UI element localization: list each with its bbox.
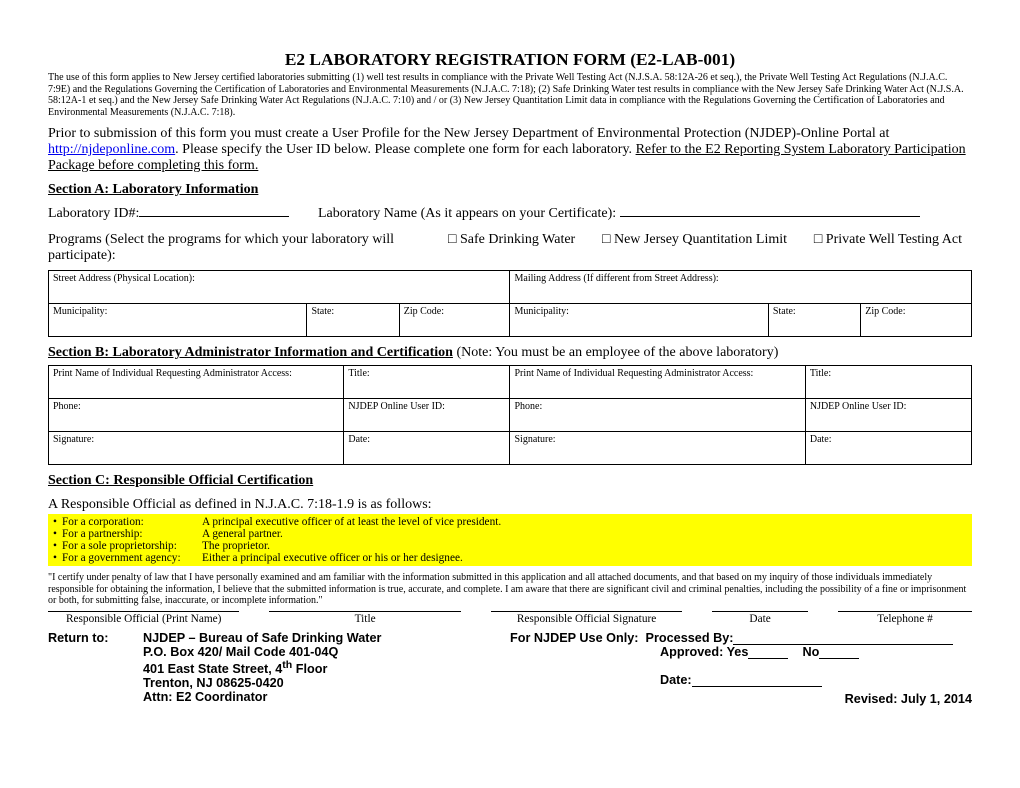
return-l3-pre: 401 East State Street, 4: [143, 662, 282, 676]
return-l4: Trenton, NJ 08625-0420: [143, 676, 510, 690]
state-cell-2[interactable]: State:: [768, 304, 860, 337]
program-pwta-checkbox[interactable]: □ Private Well Testing Act: [814, 232, 962, 264]
def-type: For a government agency:: [62, 552, 202, 564]
return-l3: 401 East State Street, 4th Floor: [143, 659, 510, 676]
admin-title-2[interactable]: Title:: [805, 366, 971, 399]
admin-phone-1[interactable]: Phone:: [49, 399, 344, 432]
admin-sig-2[interactable]: Signature:: [510, 432, 805, 465]
sig-signature[interactable]: Responsible Official Signature: [491, 611, 682, 625]
def-row: • For a corporation: A principal executi…: [48, 516, 972, 528]
admin-userid-2[interactable]: NJDEP Online User ID:: [805, 399, 971, 432]
form-title: E2 LABORATORY REGISTRATION FORM (E2-LAB-…: [48, 50, 972, 70]
lab-name-field: Laboratory Name (As it appears on your C…: [318, 206, 972, 222]
bullet-icon: •: [48, 516, 62, 528]
zip-cell-2[interactable]: Zip Code:: [861, 304, 972, 337]
section-a-header: Section A: Laboratory Information: [48, 182, 972, 198]
def-row: • For a government agency: Either a prin…: [48, 552, 972, 564]
program-njql-checkbox[interactable]: □ New Jersey Quantitation Limit: [602, 232, 787, 264]
sig-title[interactable]: Title: [269, 611, 460, 625]
return-l2: P.O. Box 420/ Mail Code 401-04Q: [143, 645, 510, 659]
section-c-header: Section C: Responsible Official Certific…: [48, 473, 972, 489]
admin-phone-2[interactable]: Phone:: [510, 399, 805, 432]
zip-cell-1[interactable]: Zip Code:: [399, 304, 510, 337]
bullet-icon: •: [48, 540, 62, 552]
return-l1: NJDEP – Bureau of Safe Drinking Water: [143, 631, 510, 645]
state-cell-1[interactable]: State:: [307, 304, 399, 337]
lab-id-label: Laboratory ID#:: [48, 206, 139, 221]
address-table: Street Address (Physical Location): Mail…: [48, 270, 972, 337]
approved-label: Approved: Yes: [660, 645, 748, 659]
instruction-post: . Please specify the User ID below. Plea…: [175, 142, 635, 157]
return-l3-post: Floor: [292, 662, 327, 676]
section-b-note: (Note: You must be an employee of the ab…: [453, 345, 778, 360]
section-b-header: Section B: Laboratory Administrator Info…: [48, 345, 453, 360]
def-row: • For a sole proprietorship: The proprie…: [48, 540, 972, 552]
section-b-header-row: Section B: Laboratory Administrator Info…: [48, 345, 972, 361]
bullet-icon: •: [48, 528, 62, 540]
admin-date-1[interactable]: Date:: [344, 432, 510, 465]
admin-name-1[interactable]: Print Name of Individual Requesting Admi…: [49, 366, 344, 399]
return-l3-sup: th: [282, 659, 292, 671]
lab-id-field: Laboratory ID#:: [48, 206, 318, 222]
return-to-label: Return to:: [48, 631, 143, 704]
def-desc: A general partner.: [202, 528, 283, 540]
def-type: For a sole proprietorship:: [62, 540, 202, 552]
sig-date[interactable]: Date: [712, 611, 808, 625]
program-sdw-checkbox[interactable]: □ Safe Drinking Water: [448, 232, 575, 264]
admin-userid-1[interactable]: NJDEP Online User ID:: [344, 399, 510, 432]
return-l5: Attn: E2 Coordinator: [143, 690, 510, 704]
municipality-cell-1[interactable]: Municipality:: [49, 304, 307, 337]
no-label: No: [802, 645, 819, 659]
use-only-label: For NJDEP Use Only:: [510, 631, 638, 645]
sig-name[interactable]: Responsible Official (Print Name): [48, 611, 239, 625]
lab-id-blank[interactable]: [139, 216, 289, 217]
processed-blank[interactable]: [733, 631, 953, 645]
admin-title-1[interactable]: Title:: [344, 366, 510, 399]
resp-def-intro: A Responsible Official as defined in N.J…: [48, 497, 972, 513]
municipality-cell-2[interactable]: Municipality:: [510, 304, 768, 337]
processed-label: Processed By:: [646, 631, 734, 645]
bullet-icon: •: [48, 552, 62, 564]
approved-yes-blank[interactable]: [748, 645, 788, 659]
street-address-cell[interactable]: Street Address (Physical Location):: [49, 271, 510, 304]
sig-phone[interactable]: Telephone #: [838, 611, 972, 625]
programs-label: Programs (Select the programs for which …: [48, 232, 448, 264]
mailing-address-cell[interactable]: Mailing Address (If different from Stree…: [510, 271, 972, 304]
admin-date-2[interactable]: Date:: [805, 432, 971, 465]
approved-no-blank[interactable]: [819, 645, 859, 659]
return-address: NJDEP – Bureau of Safe Drinking Water P.…: [143, 631, 510, 704]
instruction-block: Prior to submission of this form you mus…: [48, 126, 972, 174]
def-desc: The proprietor.: [202, 540, 270, 552]
portal-link[interactable]: http://njdeponline.com: [48, 142, 175, 157]
signature-row: Responsible Official (Print Name) Title …: [48, 611, 972, 625]
admin-table: Print Name of Individual Requesting Admi…: [48, 365, 972, 465]
date-label: Date:: [660, 673, 692, 687]
def-desc: A principal executive officer of at leas…: [202, 516, 501, 528]
njdep-use-block: For NJDEP Use Only: Processed By: Approv…: [510, 631, 972, 704]
lab-name-blank[interactable]: [620, 216, 920, 217]
admin-sig-1[interactable]: Signature:: [49, 432, 344, 465]
return-block: Return to: NJDEP – Bureau of Safe Drinki…: [48, 631, 972, 704]
certification-text: "I certify under penalty of law that I h…: [48, 572, 972, 607]
admin-name-2[interactable]: Print Name of Individual Requesting Admi…: [510, 366, 805, 399]
def-row: • For a partnership: A general partner.: [48, 528, 972, 540]
def-desc: Either a principal executive officer or …: [202, 552, 463, 564]
date-blank[interactable]: [692, 673, 822, 687]
usage-fine-print: The use of this form applies to New Jers…: [48, 72, 972, 118]
def-type: For a partnership:: [62, 528, 202, 540]
responsible-defs: • For a corporation: A principal executi…: [48, 514, 972, 566]
def-type: For a corporation:: [62, 516, 202, 528]
lab-name-label: Laboratory Name (As it appears on your C…: [318, 206, 620, 221]
instruction-pre: Prior to submission of this form you mus…: [48, 126, 889, 141]
